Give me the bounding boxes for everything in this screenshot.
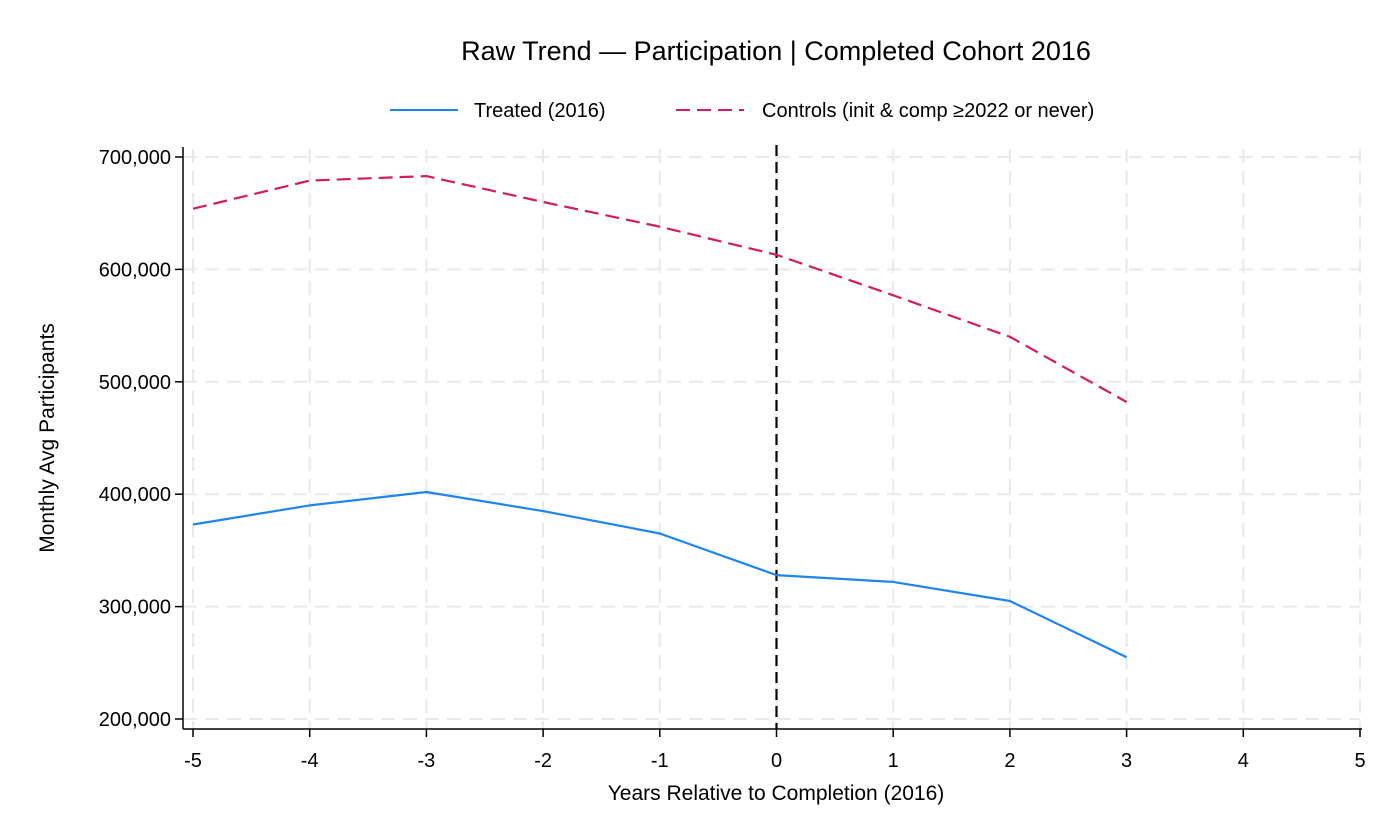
x-tick-label: 5 (1354, 750, 1365, 772)
chart-title: Raw Trend — Participation | Completed Co… (461, 36, 1091, 66)
y-tick-label: 300,000 (99, 597, 171, 619)
x-axis-label: Years Relative to Completion (2016) (608, 782, 945, 805)
y-tick-label: 700,000 (99, 147, 171, 169)
legend-label-controls: Controls (init & comp ≥2022 or never) (762, 100, 1094, 122)
legend-label-treated: Treated (2016) (474, 100, 606, 122)
axes: 200,000 300,000 400,000 500,000 600,000 700,0… (99, 147, 1366, 772)
x-tick-label: -4 (301, 750, 319, 772)
series-lines (192, 145, 1128, 729)
legend: Treated (2016) Controls (init & comp ≥20… (390, 100, 1094, 122)
x-tick-label: 2 (1004, 750, 1015, 772)
x-tick-label: 3 (1121, 750, 1132, 772)
y-tick-label: 600,000 (99, 259, 171, 281)
series-line-treated (192, 490, 1128, 659)
y-axis-label: Monthly Avg Participants (36, 323, 59, 553)
x-tick-label: -5 (184, 750, 202, 772)
y-tick-label: 200,000 (99, 709, 171, 731)
x-tick-label: -3 (418, 750, 436, 772)
y-tick-label: 400,000 (99, 484, 171, 506)
x-tick-label: 4 (1238, 750, 1249, 772)
x-tick-label: -1 (651, 750, 669, 772)
x-tick-label: 0 (771, 750, 782, 772)
x-tick-label: 1 (888, 750, 899, 772)
y-tick-label: 500,000 (99, 372, 171, 394)
x-tick-label: -2 (534, 750, 552, 772)
series-line-controls (192, 175, 1128, 403)
grid (183, 149, 1361, 729)
